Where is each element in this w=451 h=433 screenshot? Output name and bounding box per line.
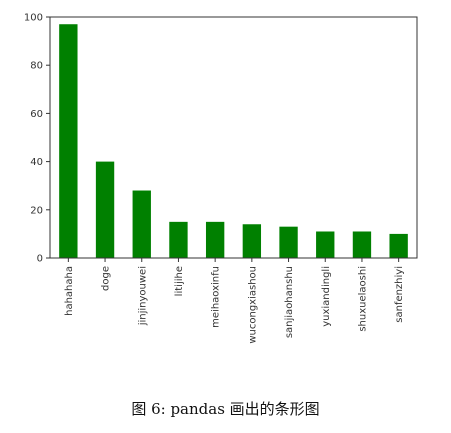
- bars-group: [59, 24, 408, 259]
- x-tick-label: meihaoxinfu: [211, 266, 222, 328]
- x-tick-label: litijihe: [174, 266, 185, 296]
- x-tick-label: doge: [101, 266, 112, 291]
- bar-shuxuelaoshi: [352, 231, 372, 258]
- bar-sanjiaohanshu: [279, 226, 298, 258]
- x-tick-label: hahahaha: [64, 266, 75, 316]
- x-tick-label: wucongxiashou: [247, 266, 258, 344]
- x-tick-label: sanfenzhiyi: [394, 266, 405, 323]
- bar-wucongxiashou: [242, 224, 262, 258]
- x-axis: hahahaha doge jinjinyouwei litijihe meihaoxi…: [64, 258, 405, 344]
- y-tick-label: 100: [24, 13, 43, 24]
- x-tick-label: jinjinyouwei: [137, 266, 148, 326]
- bar-meihaoxinfu: [205, 221, 225, 258]
- figure-caption: 图 6: pandas 画出的条形图: [131, 400, 320, 418]
- y-tick-label: 20: [30, 205, 43, 216]
- bar-yuxiandingli: [316, 231, 335, 258]
- bar-doge: [95, 161, 115, 258]
- x-tick-label: shuxuelaoshi: [357, 266, 368, 332]
- x-tick-label: sanjiaohanshu: [284, 266, 295, 338]
- bar-chart: 0 20 40 60 80 100 hahahaha doge jinjinyouwei lit…: [24, 13, 418, 344]
- y-tick-label: 40: [30, 157, 43, 168]
- bar-litijihe: [169, 221, 188, 258]
- bar-jinjinyouwei: [132, 190, 151, 258]
- y-tick-label: 0: [37, 254, 43, 265]
- bar-hahahaha: [59, 24, 78, 259]
- bar-sanfenzhiyi: [389, 233, 408, 258]
- x-tick-label: yuxiandingli: [321, 266, 332, 327]
- y-tick-label: 80: [30, 61, 43, 72]
- y-axis: 0 20 40 60 80 100: [24, 13, 50, 265]
- plot-frame: [49, 16, 418, 259]
- y-tick-label: 60: [30, 109, 43, 120]
